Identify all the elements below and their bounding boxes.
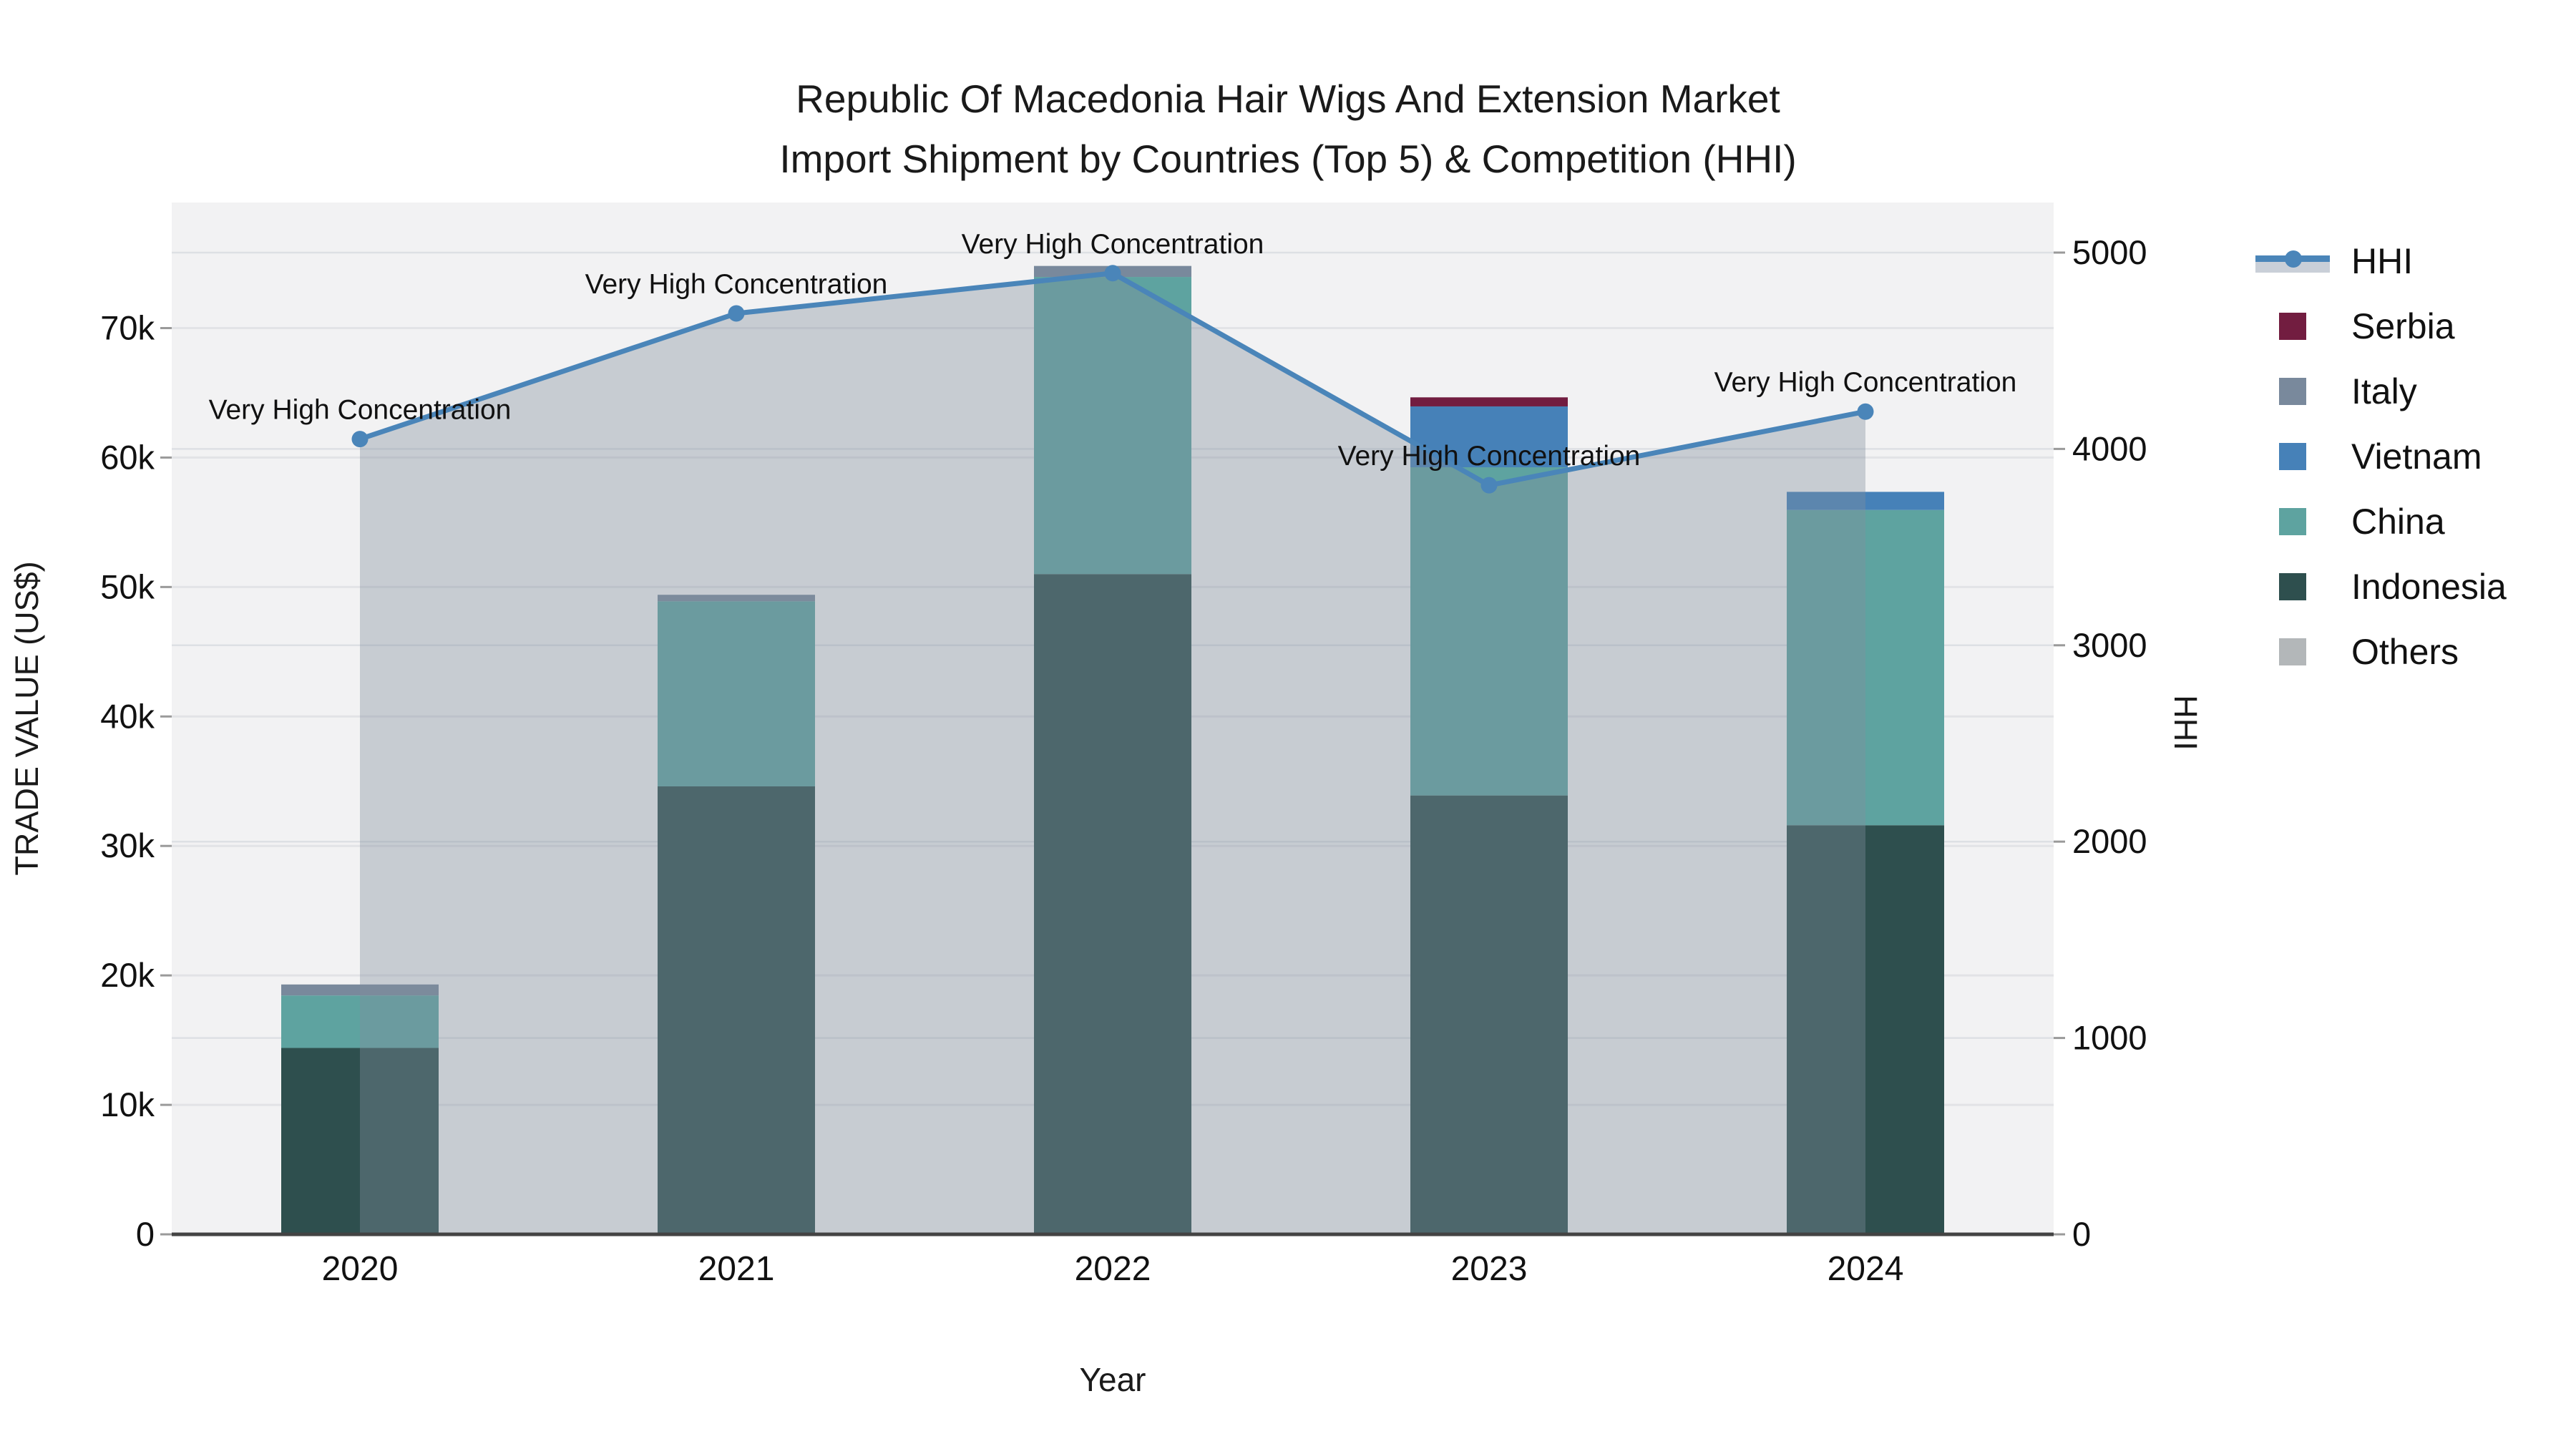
y-axis-title-left: TRADE VALUE (US$) <box>9 561 45 876</box>
bar-segment-indonesia-2023[interactable] <box>1410 795 1568 1234</box>
x-axis-tick-label-2024: 2024 <box>1828 1250 1904 1288</box>
hhi-marker-2024[interactable] <box>1857 403 1874 420</box>
x-axis-tick-label-2023: 2023 <box>1451 1250 1528 1288</box>
y-axis-tick-label-right: 3000 <box>2072 626 2147 664</box>
legend-color-swatch-serbia <box>2279 312 2306 340</box>
legend-label-china: China <box>2351 501 2445 542</box>
bar-segment-indonesia-2020[interactable] <box>281 1048 439 1234</box>
hhi-marker-2020[interactable] <box>351 431 369 448</box>
y-axis-title-right: HHI <box>2167 695 2204 751</box>
bar-segment-italy-2021[interactable] <box>658 595 815 602</box>
legend-label-italy: Italy <box>2351 371 2417 411</box>
annotation-2023: Very High Concentration <box>1338 441 1641 472</box>
bar-segment-vietnam-2024[interactable] <box>1787 492 1944 510</box>
hhi-marker-2023[interactable] <box>1480 477 1498 494</box>
y-axis-tick-label-left: 20k <box>100 956 155 994</box>
bar-segment-china-2023[interactable] <box>1410 467 1568 796</box>
legend-label-serbia: Serbia <box>2351 306 2455 346</box>
y-axis-tick-label-right: 4000 <box>2072 429 2147 467</box>
bar-segment-indonesia-2021[interactable] <box>658 786 815 1234</box>
hhi-area-fill <box>360 273 1865 1235</box>
legend-hhi-line-icon <box>2255 247 2330 275</box>
hhi-marker-2022[interactable] <box>1104 265 1121 282</box>
hhi-marker-2021[interactable] <box>728 305 745 322</box>
x-axis-title: Year <box>1079 1361 1146 1398</box>
annotation-2021: Very High Concentration <box>585 269 888 300</box>
y-axis-tick-label-left: 70k <box>100 309 155 347</box>
chart-title: Republic Of Macedonia Hair Wigs And Exte… <box>779 69 1796 189</box>
legend-color-swatch-china <box>2279 507 2306 535</box>
legend-item-indonesia[interactable]: Indonesia <box>2255 554 2507 619</box>
bar-segment-indonesia-2022[interactable] <box>1034 574 1191 1234</box>
legend-item-serbia[interactable]: Serbia <box>2255 293 2507 358</box>
legend-item-others[interactable]: Others <box>2255 619 2507 684</box>
y-axis-tick-label-left: 0 <box>136 1215 155 1253</box>
y-axis-tick-label-left: 10k <box>100 1085 155 1123</box>
y-axis-tick-label-left: 40k <box>100 697 155 735</box>
y-axis-tick-label-left: 50k <box>100 567 155 605</box>
x-axis-tick-label-2021: 2021 <box>698 1250 775 1288</box>
bar-segment-china-2022[interactable] <box>1034 277 1191 575</box>
legend-swatch-column <box>2255 572 2330 600</box>
annotation-2020: Very High Concentration <box>209 395 512 426</box>
bar-segment-china-2024[interactable] <box>1787 509 1944 826</box>
y-axis-tick-label-left: 30k <box>100 826 155 864</box>
y-axis-tick-label-right: 2000 <box>2072 822 2147 860</box>
y-axis-tick-label-right: 0 <box>2072 1215 2091 1253</box>
y-axis-tick-label-left: 60k <box>100 438 155 476</box>
legend-item-hhi[interactable]: HHI <box>2255 228 2507 293</box>
legend-label-indonesia: Indonesia <box>2351 566 2507 607</box>
y-axis-tick-label-right: 1000 <box>2072 1019 2147 1057</box>
x-axis-tick-label-2020: 2020 <box>322 1250 399 1288</box>
bar-segment-italy-2020[interactable] <box>281 984 439 996</box>
bar-segment-china-2020[interactable] <box>281 995 439 1048</box>
annotation-2022: Very High Concentration <box>962 229 1264 260</box>
legend-swatch-column <box>2255 377 2330 405</box>
legend-item-vietnam[interactable]: Vietnam <box>2255 424 2507 489</box>
legend-item-china[interactable]: China <box>2255 489 2507 554</box>
legend-hhi-marker-dot <box>2285 250 2302 268</box>
bar-segment-serbia-2023[interactable] <box>1410 397 1568 406</box>
annotation-2024: Very High Concentration <box>1714 367 2017 398</box>
legend-color-swatch-others <box>2279 638 2306 665</box>
y-axis-tick-label-right: 5000 <box>2072 233 2147 271</box>
legend-label-others: Others <box>2351 631 2459 672</box>
legend-color-swatch-italy <box>2279 377 2306 405</box>
legend-swatch-column <box>2255 442 2330 470</box>
x-axis-tick-label-2022: 2022 <box>1075 1250 1151 1288</box>
legend-label-hhi: HHI <box>2351 240 2414 281</box>
legend-swatch-column <box>2255 507 2330 535</box>
legend-item-italy[interactable]: Italy <box>2255 358 2507 424</box>
legend-swatch-column <box>2255 638 2330 665</box>
legend: HHI Serbia Italy Vietnam China Indonesia Other… <box>2255 228 2507 684</box>
bar-segment-indonesia-2024[interactable] <box>1787 825 1944 1234</box>
legend-label-vietnam: Vietnam <box>2351 436 2482 477</box>
legend-color-swatch-vietnam <box>2279 442 2306 470</box>
legend-swatch-column <box>2255 312 2330 340</box>
bar-segment-china-2021[interactable] <box>658 601 815 786</box>
legend-color-swatch-indonesia <box>2279 572 2306 600</box>
chart-title-line2: Import Shipment by Countries (Top 5) & C… <box>779 137 1797 181</box>
chart-title-line1: Republic Of Macedonia Hair Wigs And Exte… <box>796 77 1780 121</box>
